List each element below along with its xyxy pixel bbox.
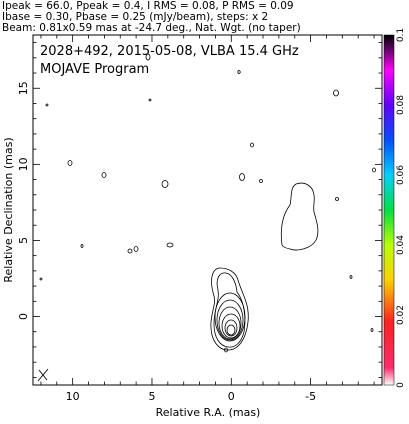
- colorbar-tick-label: 0.06: [396, 165, 406, 185]
- x-tick-label: -5: [305, 390, 316, 403]
- y-tick-labels: 0 5 10 15: [17, 81, 30, 320]
- y-tick-label: 5: [17, 237, 30, 244]
- header-line-2: Ibase = 0.30, Pbase = 0.25 (mJy/beam), s…: [2, 11, 268, 23]
- x-tick-label: 10: [66, 390, 80, 403]
- x-tick-label: 0: [228, 390, 235, 403]
- core-contour-2: [213, 272, 246, 348]
- y-tick-label: 0: [17, 313, 30, 320]
- axis-ticks: [33, 35, 382, 385]
- x-tick-labels: 10 5 0 -5: [66, 390, 316, 403]
- noise-island: [133, 246, 139, 252]
- noise-island: [161, 180, 169, 188]
- y-tick-label: 15: [17, 81, 30, 95]
- colorbar-tick-label: 0.02: [396, 305, 406, 325]
- noise-island: [80, 244, 84, 248]
- colorbar-tick-label: 0: [396, 382, 406, 388]
- noise-island: [250, 142, 254, 148]
- x-tick-label: 5: [148, 390, 155, 403]
- chart-subtitle: MOJAVE Program: [40, 62, 149, 77]
- core-contour-8: [226, 324, 236, 336]
- colorbar: [383, 34, 395, 386]
- noise-island: [370, 328, 374, 332]
- y-tick-label: 10: [17, 157, 30, 171]
- colorbar-tick-label: 0.1: [396, 28, 406, 42]
- core-contour-3: [214, 292, 246, 342]
- chart-title: 2028+492, 2015-05-08, VLBA 15.4 GHz: [40, 44, 299, 59]
- core-contour-6: [221, 313, 241, 339]
- noise-island: [127, 248, 133, 254]
- beam-ellipse: [37, 368, 49, 382]
- noise-island: [239, 173, 245, 181]
- noise-island: [39, 277, 43, 281]
- core-contour-7: [224, 319, 238, 337]
- core-contour-1: [210, 267, 249, 351]
- plot-frame: [32, 34, 383, 386]
- noise-island: [259, 179, 263, 183]
- noise-island: [166, 242, 174, 248]
- colorbar-tick-labels: 0 0.02 0.04 0.06 0.08 0.1: [396, 28, 406, 388]
- core-contour-4: [216, 299, 244, 341]
- noise-island: [333, 89, 339, 97]
- noise-island: [237, 70, 241, 74]
- contour-lines: [39, 53, 376, 353]
- noise-island: [45, 103, 49, 107]
- header-line-3: Beam: 0.81x0.59 mas at -24.7 deg., Nat. …: [2, 22, 301, 34]
- noise-island: [372, 167, 376, 173]
- core-contour-5: [218, 306, 242, 340]
- noise-island: [67, 160, 73, 166]
- y-axis-label: Relative Declination (mas): [2, 137, 15, 282]
- noise-island: [145, 53, 151, 61]
- noise-island: [349, 275, 353, 279]
- header-line-1: Ipeak = 66.0, Ppeak = 0.4, I RMS = 0.08,…: [2, 0, 294, 12]
- colorbar-tick-label: 0.08: [396, 95, 406, 115]
- colorbar-tick-label: 0.04: [396, 235, 406, 255]
- outer-jet-contour: [280, 182, 319, 251]
- noise-island: [224, 347, 228, 353]
- x-axis-label: Relative R.A. (mas): [156, 406, 261, 419]
- noise-island: [101, 172, 107, 178]
- noise-island: [148, 98, 152, 102]
- noise-island: [335, 197, 339, 201]
